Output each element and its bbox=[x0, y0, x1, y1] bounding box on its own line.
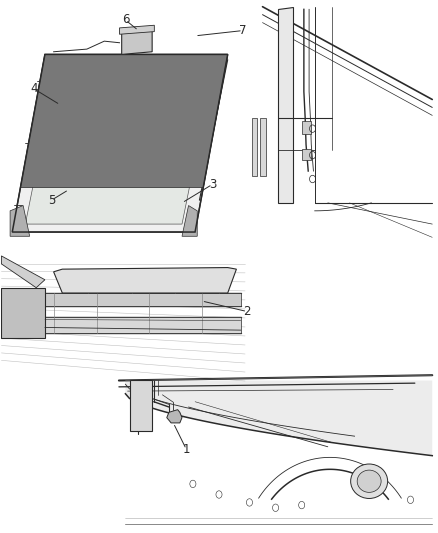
Polygon shape bbox=[25, 62, 215, 224]
Bar bbox=[302, 120, 311, 134]
Ellipse shape bbox=[351, 464, 388, 498]
Text: 6: 6 bbox=[122, 13, 129, 27]
Polygon shape bbox=[125, 381, 432, 526]
Text: 4: 4 bbox=[30, 83, 38, 95]
Polygon shape bbox=[278, 7, 293, 203]
Text: 3: 3 bbox=[209, 178, 216, 191]
Polygon shape bbox=[12, 54, 228, 232]
Polygon shape bbox=[120, 25, 154, 34]
Bar bbox=[302, 149, 311, 160]
Polygon shape bbox=[1, 317, 241, 333]
Bar bbox=[260, 118, 265, 176]
Bar bbox=[252, 118, 257, 176]
Text: 1: 1 bbox=[183, 443, 190, 456]
Text: 5: 5 bbox=[48, 193, 55, 207]
Polygon shape bbox=[122, 30, 152, 54]
Polygon shape bbox=[10, 206, 30, 236]
Polygon shape bbox=[53, 268, 237, 293]
Polygon shape bbox=[1, 288, 45, 338]
Polygon shape bbox=[23, 293, 241, 306]
Polygon shape bbox=[130, 381, 152, 431]
Polygon shape bbox=[167, 410, 182, 423]
Ellipse shape bbox=[357, 470, 381, 492]
Polygon shape bbox=[1, 256, 45, 288]
Polygon shape bbox=[21, 54, 228, 188]
Text: 7: 7 bbox=[239, 24, 247, 37]
Polygon shape bbox=[182, 206, 197, 236]
Text: 2: 2 bbox=[244, 305, 251, 318]
